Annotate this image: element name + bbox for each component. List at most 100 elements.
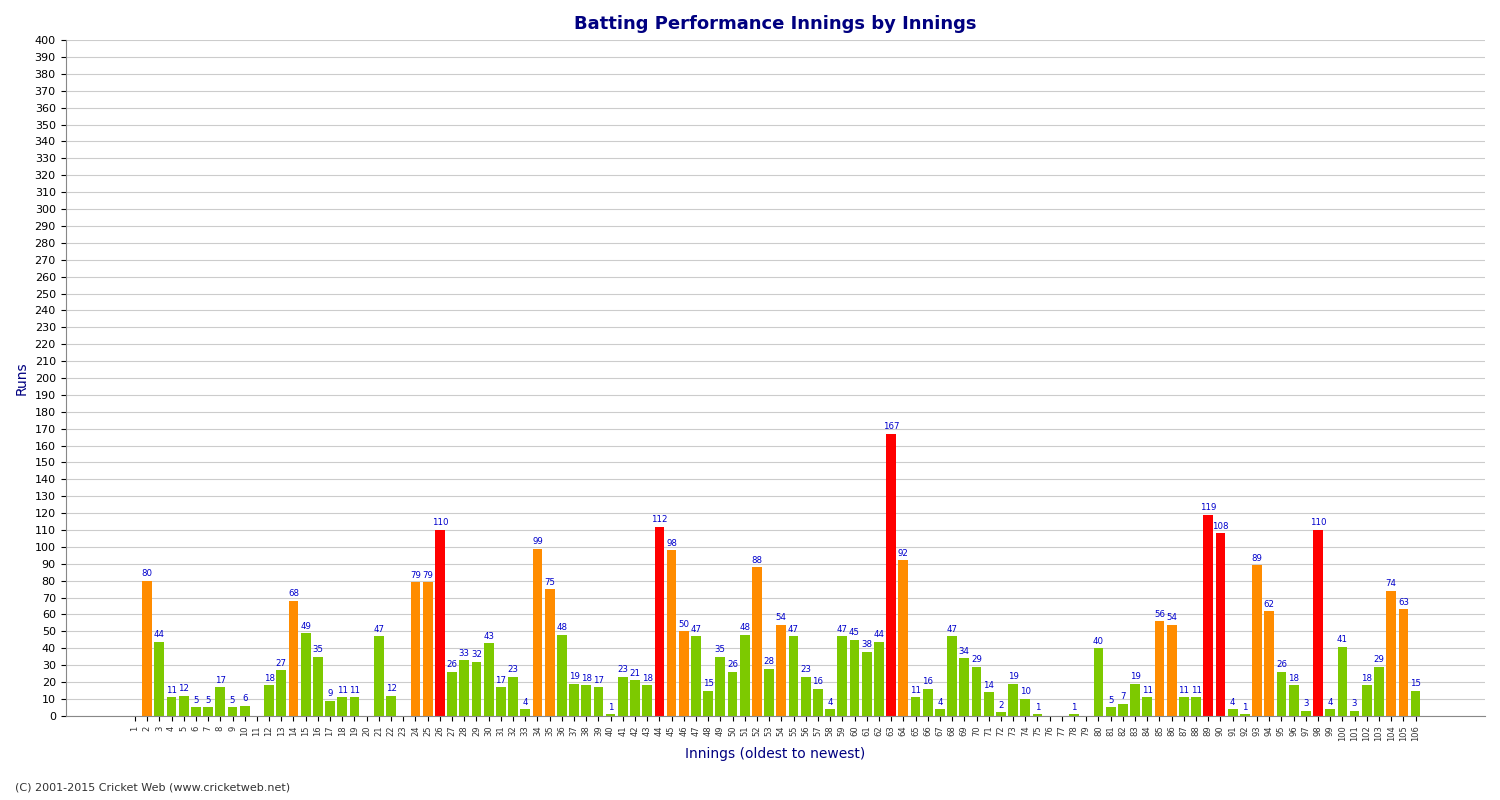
Bar bbox=[642, 686, 652, 716]
Text: 11: 11 bbox=[166, 686, 177, 694]
Text: 47: 47 bbox=[788, 625, 800, 634]
Bar bbox=[630, 680, 640, 716]
Bar bbox=[1362, 686, 1371, 716]
Text: 79: 79 bbox=[422, 571, 434, 580]
Bar bbox=[777, 625, 786, 716]
Bar bbox=[435, 530, 444, 716]
Text: 23: 23 bbox=[801, 666, 812, 674]
Text: 89: 89 bbox=[1251, 554, 1263, 563]
Text: 21: 21 bbox=[630, 669, 640, 678]
Text: 79: 79 bbox=[410, 571, 422, 580]
Text: 18: 18 bbox=[642, 674, 652, 683]
Bar bbox=[813, 689, 824, 716]
Text: 11: 11 bbox=[910, 686, 921, 694]
Bar bbox=[350, 698, 360, 716]
Text: 11: 11 bbox=[1191, 686, 1202, 694]
Bar bbox=[984, 692, 993, 716]
Bar bbox=[471, 662, 482, 716]
Text: 4: 4 bbox=[828, 698, 833, 706]
Text: 47: 47 bbox=[946, 625, 957, 634]
Bar bbox=[1215, 534, 1225, 716]
Text: 4: 4 bbox=[522, 698, 528, 706]
Text: 6: 6 bbox=[242, 694, 248, 703]
Text: 88: 88 bbox=[752, 556, 762, 565]
Bar bbox=[1155, 622, 1164, 716]
Text: 1: 1 bbox=[608, 702, 613, 712]
Bar bbox=[1312, 530, 1323, 716]
Text: 32: 32 bbox=[471, 650, 482, 659]
Text: 18: 18 bbox=[580, 674, 591, 683]
Text: 28: 28 bbox=[764, 657, 774, 666]
Bar bbox=[1398, 610, 1408, 716]
Bar bbox=[484, 643, 494, 716]
Text: 16: 16 bbox=[922, 678, 933, 686]
Bar bbox=[509, 677, 518, 716]
Bar bbox=[459, 660, 470, 716]
Text: 43: 43 bbox=[483, 632, 494, 641]
Bar bbox=[946, 637, 957, 716]
Bar bbox=[228, 707, 237, 716]
Bar bbox=[801, 677, 810, 716]
Text: 38: 38 bbox=[861, 640, 871, 649]
Text: 7: 7 bbox=[1120, 693, 1125, 702]
Bar bbox=[837, 637, 848, 716]
Bar bbox=[1032, 714, 1042, 716]
Text: 27: 27 bbox=[276, 658, 286, 668]
Text: 18: 18 bbox=[1362, 674, 1372, 683]
Bar bbox=[996, 713, 1006, 716]
Text: 10: 10 bbox=[1020, 687, 1031, 697]
Text: 26: 26 bbox=[1276, 660, 1287, 670]
Text: 35: 35 bbox=[312, 645, 324, 654]
Text: 11: 11 bbox=[350, 686, 360, 694]
Bar bbox=[556, 634, 567, 716]
Text: 44: 44 bbox=[873, 630, 885, 639]
Text: 112: 112 bbox=[651, 515, 668, 524]
Text: 18: 18 bbox=[264, 674, 274, 683]
Text: 17: 17 bbox=[495, 675, 507, 685]
Bar bbox=[1070, 714, 1078, 716]
Text: 45: 45 bbox=[849, 628, 859, 638]
Text: 1: 1 bbox=[1242, 702, 1248, 712]
Bar bbox=[704, 690, 712, 716]
Bar bbox=[264, 686, 274, 716]
Bar bbox=[423, 582, 432, 716]
Bar bbox=[142, 581, 152, 716]
Text: 5: 5 bbox=[194, 696, 198, 705]
Bar bbox=[1264, 611, 1274, 716]
Text: 12: 12 bbox=[178, 684, 189, 693]
Bar bbox=[886, 434, 896, 716]
Bar bbox=[654, 526, 664, 716]
Bar bbox=[1118, 704, 1128, 716]
Bar bbox=[1167, 625, 1176, 716]
Bar bbox=[789, 637, 798, 716]
Bar bbox=[288, 601, 298, 716]
Text: 68: 68 bbox=[288, 590, 298, 598]
Text: 44: 44 bbox=[154, 630, 165, 639]
Text: 47: 47 bbox=[374, 625, 384, 634]
Text: 29: 29 bbox=[1374, 655, 1384, 664]
Text: 48: 48 bbox=[556, 623, 567, 632]
Text: 26: 26 bbox=[447, 660, 458, 670]
Text: 12: 12 bbox=[386, 684, 396, 693]
Bar bbox=[520, 709, 530, 716]
Text: 1: 1 bbox=[1035, 702, 1040, 712]
X-axis label: Innings (oldest to newest): Innings (oldest to newest) bbox=[686, 747, 865, 761]
Text: 119: 119 bbox=[1200, 503, 1216, 512]
Bar bbox=[154, 642, 164, 716]
Bar bbox=[1228, 709, 1238, 716]
Text: (C) 2001-2015 Cricket Web (www.cricketweb.net): (C) 2001-2015 Cricket Web (www.cricketwe… bbox=[15, 782, 290, 792]
Text: 23: 23 bbox=[618, 666, 628, 674]
Text: 15: 15 bbox=[702, 679, 714, 688]
Bar bbox=[314, 657, 322, 716]
Text: 48: 48 bbox=[740, 623, 750, 632]
Text: 17: 17 bbox=[592, 675, 604, 685]
Text: 33: 33 bbox=[459, 649, 470, 658]
Bar bbox=[1179, 698, 1188, 716]
Bar bbox=[728, 672, 738, 716]
Text: 110: 110 bbox=[432, 518, 448, 527]
Bar bbox=[752, 567, 762, 716]
Bar bbox=[1191, 698, 1202, 716]
Bar bbox=[1203, 515, 1214, 716]
Text: 19: 19 bbox=[568, 672, 579, 682]
Bar bbox=[618, 677, 627, 716]
